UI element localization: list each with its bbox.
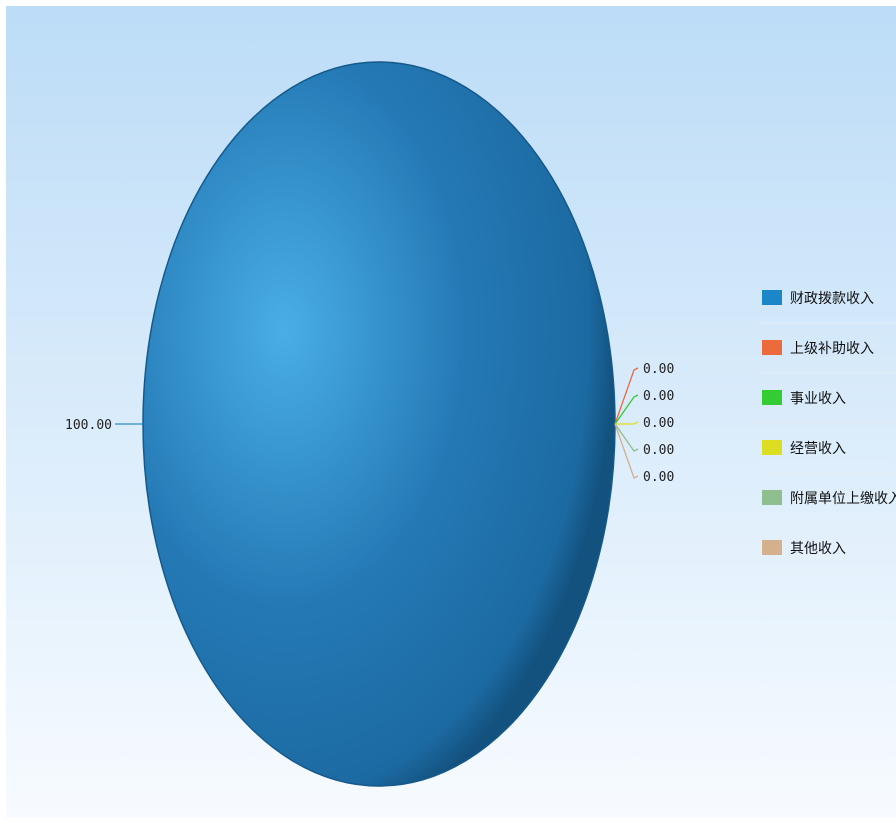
leader-line-3	[614, 394, 639, 425]
leader-line-2	[614, 367, 639, 425]
legend-item-2[interactable]: 上级补助收入	[758, 340, 896, 374]
legend-item-3[interactable]: 事业收入	[758, 390, 896, 424]
data-label-3: 0.00	[643, 389, 674, 404]
legend-swatch-4	[762, 440, 782, 455]
legend-label-6: 其他收入	[790, 541, 846, 557]
pie-slice-1[interactable]	[142, 61, 616, 787]
legend-label-3: 事业收入	[790, 391, 846, 407]
leader-line-5	[614, 423, 639, 452]
data-label-5: 0.00	[643, 443, 674, 458]
legend-item-4[interactable]: 经营收入	[758, 440, 896, 474]
data-label-1: 100.00	[65, 418, 112, 433]
legend-swatch-3	[762, 390, 782, 405]
legend-swatch-1	[762, 290, 782, 305]
legend-item-1[interactable]: 财政拨款收入	[758, 290, 896, 324]
legend-label-1: 财政拨款收入	[790, 291, 874, 307]
legend-item-6[interactable]: 其他收入	[762, 540, 846, 557]
leader-line-6	[614, 423, 639, 479]
legend-item-5[interactable]: 附属单位上缴收入	[758, 490, 896, 524]
data-label-4: 0.00	[643, 416, 674, 431]
legend-swatch-2	[762, 340, 782, 355]
legend-swatch-6	[762, 540, 782, 555]
legend-swatch-5	[762, 490, 782, 505]
legend-label-2: 上级补助收入	[790, 341, 874, 357]
legend-label-5: 附属单位上缴收入	[790, 491, 896, 507]
leader-line-4	[615, 421, 639, 425]
data-label-2: 0.00	[643, 362, 674, 377]
data-label-6: 0.00	[643, 470, 674, 485]
legend-label-4: 经营收入	[790, 441, 846, 457]
